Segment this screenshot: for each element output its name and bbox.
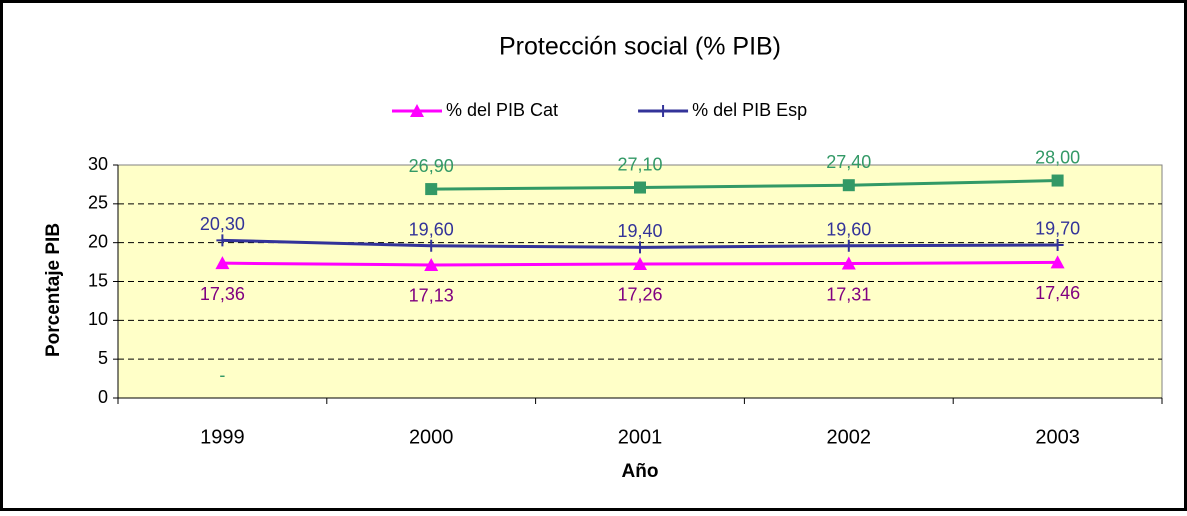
data-label: 26,90 [409,156,454,176]
y-tick-label: 15 [88,270,108,290]
marker [424,257,439,271]
data-label: 17,46 [1035,283,1080,303]
data-label: 19,60 [409,220,454,240]
marker [215,256,230,270]
data-label: 19,40 [617,221,662,241]
x-tick-label: 2000 [409,426,454,448]
marker [657,105,670,117]
data-label: 28,00 [1035,147,1080,167]
data-label: 17,31 [826,284,871,304]
y-tick-label: 0 [98,387,108,407]
data-label: 19,60 [826,220,871,240]
x-tick-label: 2003 [1035,426,1080,448]
data-label: - [219,365,225,385]
legend-label: % del PIB Esp [692,100,807,120]
data-label: 17,36 [200,284,245,304]
marker [425,239,438,252]
x-tick-label: 2002 [827,426,872,448]
x-tick-label: 1999 [200,426,245,448]
marker [634,181,646,194]
chart-title: Protección social (% PIB) [499,33,781,61]
y-tick-label: 25 [88,193,108,213]
data-label: 17,26 [617,285,662,305]
marker [410,104,424,117]
marker [842,239,855,252]
y-tick-label: 10 [88,309,108,329]
marker [633,256,647,270]
x-tick-label: 2001 [618,426,663,448]
marker [216,234,229,247]
legend-label: % del PIB Cat [446,100,558,120]
y-tick-label: 5 [98,348,108,368]
marker [1051,174,1064,187]
data-label: 27,10 [617,154,662,174]
marker [842,179,855,192]
marker [425,183,438,196]
x-axis-label: Año [622,461,659,482]
marker [1051,238,1064,251]
y-tick-label: 30 [88,154,108,174]
y-axis-label: Porcentaje PIB [43,223,64,357]
data-label: 27,40 [826,152,871,172]
data-label: 20,30 [200,214,245,234]
marker [1050,255,1065,269]
data-label: 17,13 [409,286,454,306]
marker [634,241,646,254]
marker [841,256,856,270]
data-label: 19,70 [1035,219,1080,239]
series-line [431,179,1058,191]
y-tick-label: 20 [88,231,108,251]
